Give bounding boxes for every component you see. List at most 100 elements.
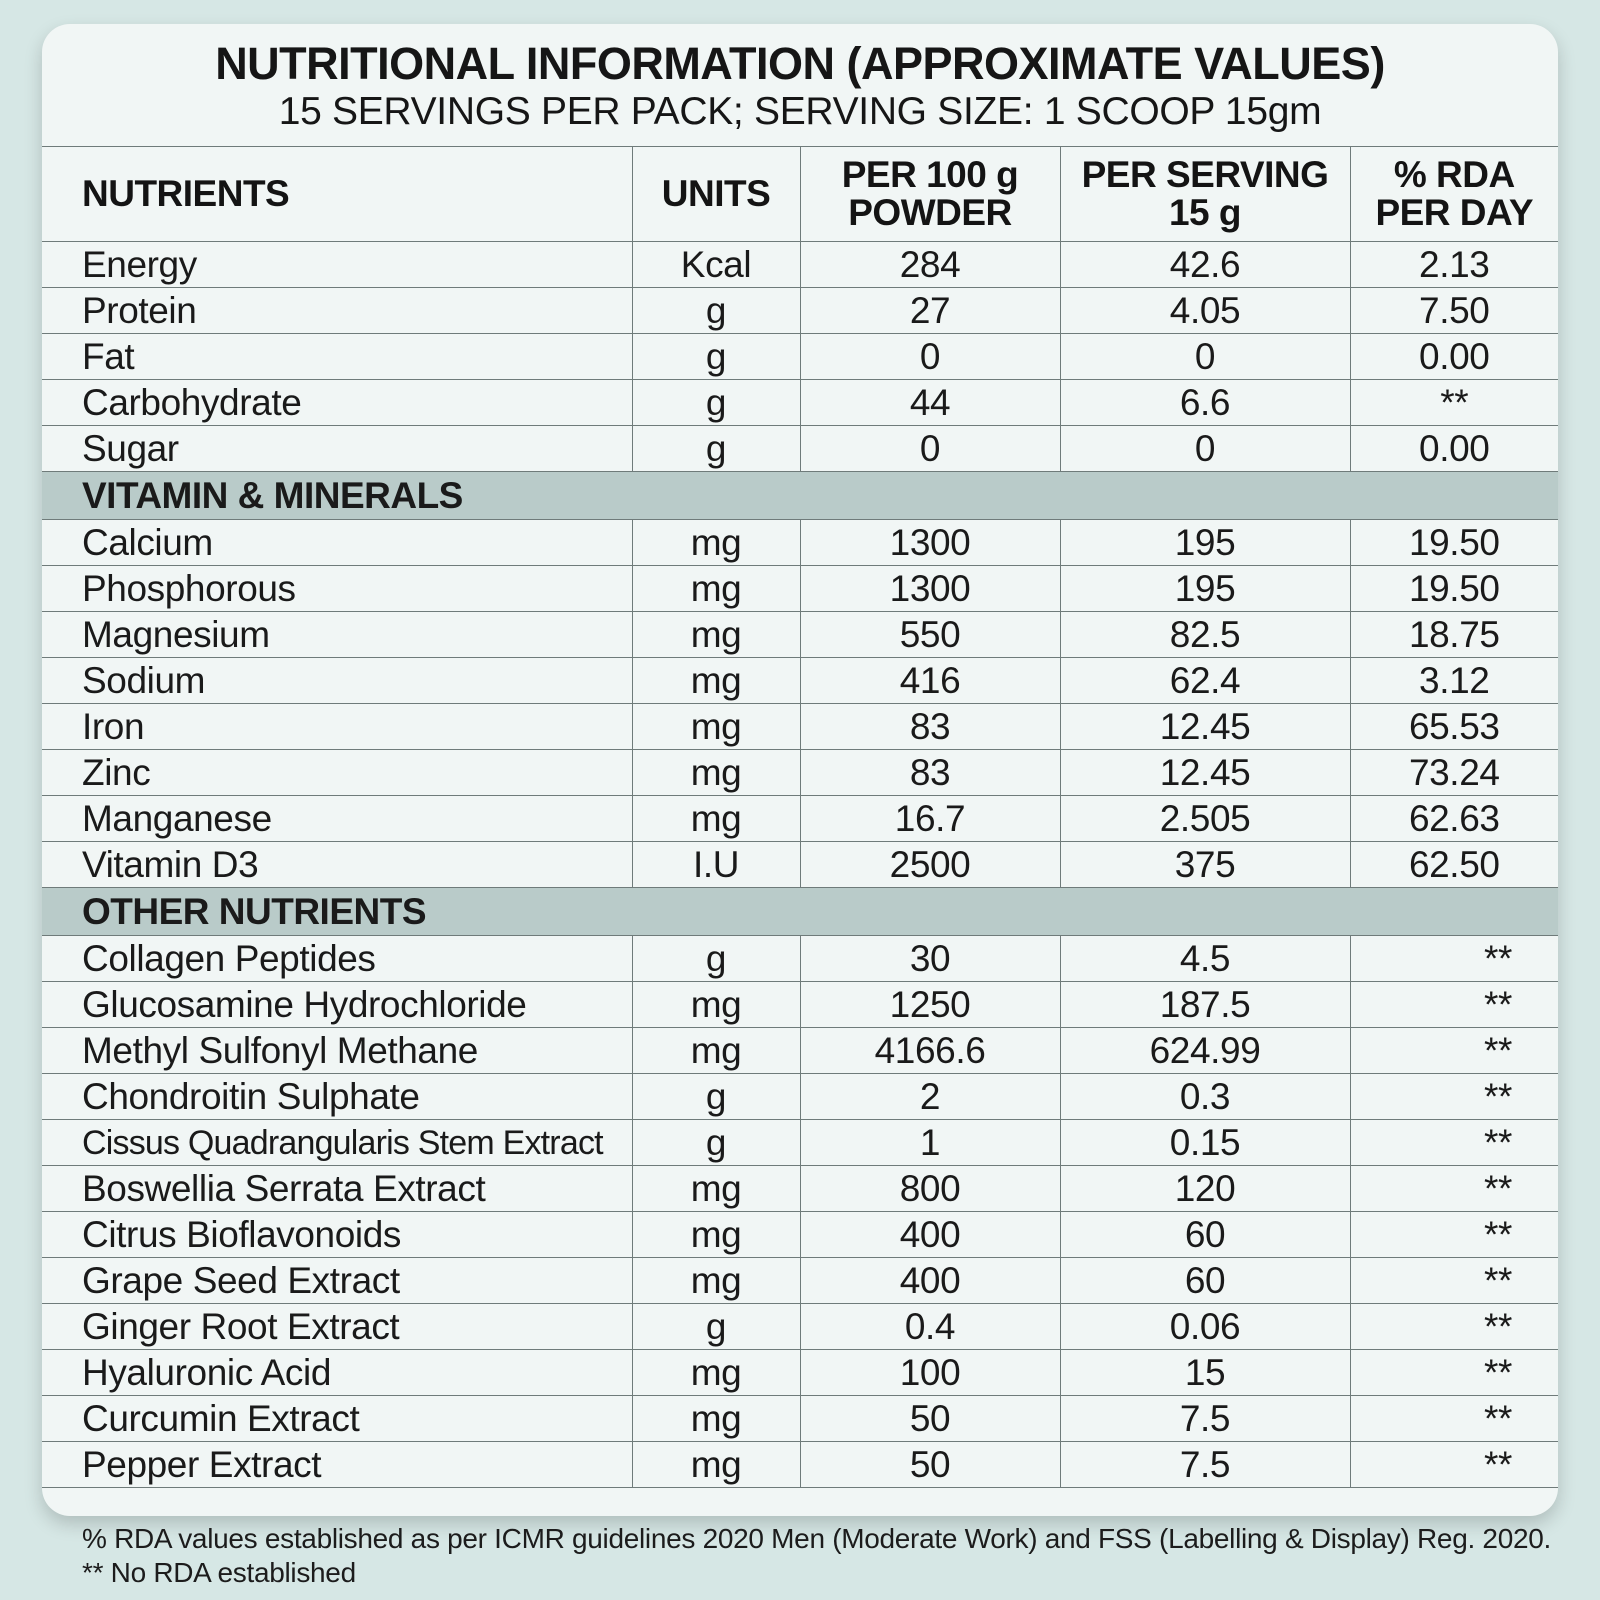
table-row: Zinc mg 83 12.45 73.24 bbox=[42, 749, 1558, 796]
nutrient-per-100g: 550 bbox=[799, 611, 1061, 658]
table-row: Hyaluronic Acid mg 100 15 ** bbox=[42, 1349, 1558, 1396]
nutrient-per-100g: 50 bbox=[799, 1441, 1061, 1488]
nutrient-per-100g: 16.7 bbox=[799, 795, 1061, 842]
nutrient-rda: 0.00 bbox=[1349, 333, 1558, 380]
nutrient-rda: ** bbox=[1349, 1119, 1558, 1166]
nutrient-per-100g: 1250 bbox=[799, 981, 1061, 1028]
column-header-units: UNITS bbox=[631, 146, 801, 242]
nutrient-rda: 7.50 bbox=[1349, 287, 1558, 334]
nutrient-per-100g: 30 bbox=[799, 935, 1061, 982]
nutrient-name: Hyaluronic Acid bbox=[42, 1349, 633, 1396]
nutrient-per-100g: 2 bbox=[799, 1073, 1061, 1120]
table-row: Pepper Extract mg 50 7.5 ** bbox=[42, 1441, 1558, 1488]
table-row: Cissus Quadrangularis Stem Extract g 1 0… bbox=[42, 1119, 1558, 1166]
nutrient-per-serving: 60 bbox=[1059, 1257, 1351, 1304]
nutrient-unit: mg bbox=[631, 1441, 801, 1488]
nutrient-per-serving: 0.15 bbox=[1059, 1119, 1351, 1166]
nutrient-per-100g: 83 bbox=[799, 703, 1061, 750]
nutrient-per-serving: 624.99 bbox=[1059, 1027, 1351, 1074]
nutrient-per-100g: 400 bbox=[799, 1211, 1061, 1258]
table-row: Ginger Root Extract g 0.4 0.06 ** bbox=[42, 1303, 1558, 1350]
column-header-per-100g: PER 100 g POWDER bbox=[799, 146, 1061, 242]
nutrient-unit: mg bbox=[631, 749, 801, 796]
table-header: NUTRIENTS UNITS PER 100 g POWDER PER SER… bbox=[42, 146, 1558, 242]
table-row: Carbohydrate g 44 6.6 ** bbox=[42, 379, 1558, 426]
table-body: Energy Kcal 284 42.6 2.13 Protein g 27 4… bbox=[42, 241, 1558, 1488]
column-header-per-100g-line2: POWDER bbox=[848, 192, 1012, 233]
nutrient-unit: mg bbox=[631, 565, 801, 612]
nutrient-name: Ginger Root Extract bbox=[42, 1303, 633, 1350]
nutrient-unit: mg bbox=[631, 795, 801, 842]
nutrient-per-serving: 0 bbox=[1059, 333, 1351, 380]
section-row-vitamins: VITAMIN & MINERALS bbox=[42, 471, 1558, 520]
nutrient-name: Energy bbox=[42, 241, 633, 288]
nutrient-per-serving: 6.6 bbox=[1059, 379, 1351, 426]
nutrient-unit: g bbox=[631, 935, 801, 982]
nutrient-per-100g: 83 bbox=[799, 749, 1061, 796]
nutrient-rda: 73.24 bbox=[1349, 749, 1558, 796]
nutrient-per-serving: 120 bbox=[1059, 1165, 1351, 1212]
nutrition-label-card: NUTRITIONAL INFORMATION (APPROXIMATE VAL… bbox=[42, 24, 1558, 1516]
nutrient-rda: ** bbox=[1349, 1211, 1558, 1258]
nutrient-name: Zinc bbox=[42, 749, 633, 796]
nutrient-rda: 19.50 bbox=[1349, 519, 1558, 566]
nutrient-per-serving: 7.5 bbox=[1059, 1395, 1351, 1442]
table-row: Vitamin D3 I.U 2500 375 62.50 bbox=[42, 841, 1558, 888]
nutrient-name: Collagen Peptides bbox=[42, 935, 633, 982]
nutrient-unit: mg bbox=[631, 1027, 801, 1074]
nutrient-name: Boswellia Serrata Extract bbox=[42, 1165, 633, 1212]
table-row: Boswellia Serrata Extract mg 800 120 ** bbox=[42, 1165, 1558, 1212]
nutrient-name: Cissus Quadrangularis Stem Extract bbox=[42, 1119, 633, 1166]
nutrient-per-serving: 0.3 bbox=[1059, 1073, 1351, 1120]
nutrient-per-serving: 12.45 bbox=[1059, 703, 1351, 750]
nutrient-per-100g: 44 bbox=[799, 379, 1061, 426]
table-row: Methyl Sulfonyl Methane mg 4166.6 624.99… bbox=[42, 1027, 1558, 1074]
nutrient-unit: g bbox=[631, 333, 801, 380]
table-row: Curcumin Extract mg 50 7.5 ** bbox=[42, 1395, 1558, 1442]
nutrient-per-serving: 7.5 bbox=[1059, 1441, 1351, 1488]
nutrient-rda: 3.12 bbox=[1349, 657, 1558, 704]
table-row: Sodium mg 416 62.4 3.12 bbox=[42, 657, 1558, 704]
nutrient-rda: 62.50 bbox=[1349, 841, 1558, 888]
nutrient-name: Citrus Bioflavonoids bbox=[42, 1211, 633, 1258]
column-header-rda: % RDA PER DAY bbox=[1349, 146, 1558, 242]
nutrient-unit: mg bbox=[631, 1211, 801, 1258]
column-header-rda-line2: PER DAY bbox=[1375, 192, 1534, 233]
table-row: Magnesium mg 550 82.5 18.75 bbox=[42, 611, 1558, 658]
nutrient-unit: I.U bbox=[631, 841, 801, 888]
nutrient-name: Phosphorous bbox=[42, 565, 633, 612]
nutrient-unit: mg bbox=[631, 657, 801, 704]
nutrient-unit: g bbox=[631, 1073, 801, 1120]
nutrient-per-100g: 50 bbox=[799, 1395, 1061, 1442]
nutrient-unit: mg bbox=[631, 1257, 801, 1304]
table-row: Grape Seed Extract mg 400 60 ** bbox=[42, 1257, 1558, 1304]
table-row: Sugar g 0 0 0.00 bbox=[42, 425, 1558, 472]
nutrient-per-100g: 400 bbox=[799, 1257, 1061, 1304]
nutrient-per-serving: 195 bbox=[1059, 565, 1351, 612]
nutrient-name: Manganese bbox=[42, 795, 633, 842]
nutrient-per-serving: 4.05 bbox=[1059, 287, 1351, 334]
nutrient-name: Fat bbox=[42, 333, 633, 380]
table-row: Chondroitin Sulphate g 2 0.3 ** bbox=[42, 1073, 1558, 1120]
label-title: NUTRITIONAL INFORMATION (APPROXIMATE VAL… bbox=[215, 38, 1385, 89]
nutrient-per-serving: 60 bbox=[1059, 1211, 1351, 1258]
nutrient-unit: g bbox=[631, 1119, 801, 1166]
table-row: Citrus Bioflavonoids mg 400 60 ** bbox=[42, 1211, 1558, 1258]
nutrient-rda: ** bbox=[1349, 1395, 1558, 1442]
nutrient-rda: ** bbox=[1349, 1073, 1558, 1120]
rda-footnote: % RDA values established as per ICMR gui… bbox=[82, 1523, 1551, 1554]
nutrient-name: Sugar bbox=[42, 425, 633, 472]
nutrient-rda: ** bbox=[1349, 379, 1558, 426]
nutrient-name: Protein bbox=[42, 287, 633, 334]
section-row-other-nutrients: OTHER NUTRIENTS bbox=[42, 887, 1558, 936]
footnotes: % RDA values established as per ICMR gui… bbox=[82, 1522, 1582, 1590]
nutrient-name: Vitamin D3 bbox=[42, 841, 633, 888]
nutrient-rda: 19.50 bbox=[1349, 565, 1558, 612]
section-heading-other-nutrients: OTHER NUTRIENTS bbox=[42, 887, 1558, 936]
nutrient-rda: ** bbox=[1349, 1027, 1558, 1074]
column-header-per-100g-line1: PER 100 g bbox=[841, 154, 1019, 195]
nutrient-per-serving: 0.06 bbox=[1059, 1303, 1351, 1350]
nutrient-name: Methyl Sulfonyl Methane bbox=[42, 1027, 633, 1074]
column-header-nutrients-label: NUTRIENTS bbox=[82, 173, 290, 214]
nutrient-per-100g: 1300 bbox=[799, 519, 1061, 566]
